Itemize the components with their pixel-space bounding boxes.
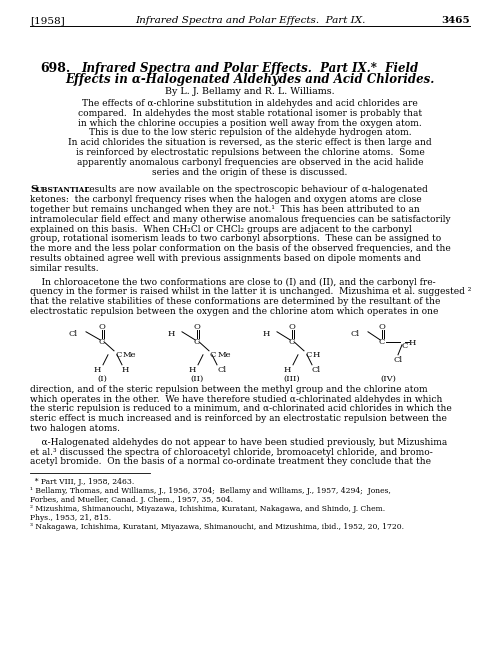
Text: O: O bbox=[194, 323, 200, 331]
Text: α-Halogenated aldehydes do not appear to have been studied previously, but Mizus: α-Halogenated aldehydes do not appear to… bbox=[30, 438, 448, 447]
Text: (II): (II) bbox=[190, 375, 203, 383]
Text: In chloroacetone the two conformations are close to (I) and (II), and the carbon: In chloroacetone the two conformations a… bbox=[30, 278, 436, 287]
Text: group, rotational isomerism leads to two carbonyl absorptions.  These can be ass: group, rotational isomerism leads to two… bbox=[30, 234, 442, 244]
Text: acetyl bromide.  On the basis of a normal co-ordinate treatment they conclude th: acetyl bromide. On the basis of a normal… bbox=[30, 457, 431, 466]
Text: Phys., 1953, 21, 815.: Phys., 1953, 21, 815. bbox=[30, 514, 111, 522]
Text: UBSTANTIAL: UBSTANTIAL bbox=[36, 186, 90, 194]
Text: S: S bbox=[30, 185, 38, 195]
Text: Me: Me bbox=[218, 351, 232, 359]
Text: Cl: Cl bbox=[217, 365, 226, 374]
Text: the more and the less polar conformation on the basis of the observed frequencie: the more and the less polar conformation… bbox=[30, 244, 451, 253]
Text: 3465: 3465 bbox=[442, 16, 470, 25]
Text: that the relative stabilities of these conformations are determined by the resul: that the relative stabilities of these c… bbox=[30, 297, 440, 306]
Text: H: H bbox=[188, 365, 196, 374]
Text: Forbes, and Mueller, Canad. J. Chem., 1957, 35, 504.: Forbes, and Mueller, Canad. J. Chem., 19… bbox=[30, 496, 233, 504]
Text: similar results.: similar results. bbox=[30, 264, 98, 272]
Text: This is due to the low steric repulsion of the aldehyde hydrogen atom.: This is due to the low steric repulsion … bbox=[88, 128, 411, 138]
Text: apparently anomalous carbonyl frequencies are observed in the acid halide: apparently anomalous carbonyl frequencie… bbox=[77, 158, 423, 167]
Text: H: H bbox=[168, 330, 175, 338]
Text: In acid chlorides the situation is reversed, as the steric effect is then large : In acid chlorides the situation is rever… bbox=[68, 138, 432, 147]
Text: C: C bbox=[305, 351, 312, 359]
Text: (I): (I) bbox=[97, 375, 107, 383]
Text: Cl: Cl bbox=[69, 330, 78, 338]
Text: H: H bbox=[122, 365, 130, 374]
Text: H: H bbox=[409, 339, 416, 346]
Text: Effects in α-Halogenated Aldehydes and Acid Chlorides.: Effects in α-Halogenated Aldehydes and A… bbox=[66, 73, 434, 86]
Text: ² Mizushima, Shimanouchi, Miyazawa, Ichishima, Kuratani, Nakagawa, and Shindo, J: ² Mizushima, Shimanouchi, Miyazawa, Ichi… bbox=[30, 505, 385, 514]
Text: 698.: 698. bbox=[40, 62, 70, 75]
Text: C: C bbox=[194, 338, 200, 346]
Text: Cl: Cl bbox=[351, 330, 360, 338]
Text: C: C bbox=[99, 338, 105, 346]
Text: The effects of α-chlorine substitution in aldehydes and acid chlorides are: The effects of α-chlorine substitution i… bbox=[82, 99, 418, 108]
Text: results are now available on the spectroscopic behaviour of α-halogenated: results are now available on the spectro… bbox=[82, 185, 428, 195]
Text: H: H bbox=[284, 365, 291, 374]
Text: [1958]: [1958] bbox=[30, 16, 65, 25]
Text: H: H bbox=[262, 330, 270, 338]
Text: Infrared Spectra and Polar Effects.  Part IX.*  Field: Infrared Spectra and Polar Effects. Part… bbox=[82, 62, 418, 75]
Text: which operates in the other.  We have therefore studied α-chlorinated aldehydes : which operates in the other. We have the… bbox=[30, 394, 442, 403]
Text: By L. J. Bеllamy and R. L. Williams.: By L. J. Bеllamy and R. L. Williams. bbox=[165, 87, 335, 96]
Text: Me: Me bbox=[123, 351, 136, 359]
Text: * Part VIII, J., 1958, 2463.: * Part VIII, J., 1958, 2463. bbox=[30, 478, 134, 486]
Text: in which the chlorine occupies a position well away from the oxygen atom.: in which the chlorine occupies a positio… bbox=[78, 119, 422, 128]
Text: C: C bbox=[115, 351, 121, 359]
Text: direction, and of the steric repulsion between the methyl group and the chlorine: direction, and of the steric repulsion b… bbox=[30, 384, 427, 394]
Text: explained on this basis.  When CH₂Cl or CHCl₂ groups are adjacent to the carbony: explained on this basis. When CH₂Cl or C… bbox=[30, 225, 412, 234]
Text: O: O bbox=[98, 323, 105, 331]
Text: et al.³ discussed the spectra of chloroacetyl chloride, bromoacetyl chloride, an: et al.³ discussed the spectra of chloroa… bbox=[30, 447, 433, 457]
Text: C: C bbox=[401, 342, 407, 350]
Text: electrostatic repulsion between the oxygen and the chlorine atom which operates : electrostatic repulsion between the oxyg… bbox=[30, 307, 438, 316]
Text: together but remains unchanged when they are not.¹  This has been attributed to : together but remains unchanged when they… bbox=[30, 205, 420, 214]
Text: two halogen atoms.: two halogen atoms. bbox=[30, 424, 120, 433]
Text: quency in the former is raised whilst in the latter it is unchanged.  Mizushima : quency in the former is raised whilst in… bbox=[30, 288, 472, 297]
Text: H: H bbox=[94, 365, 101, 374]
Text: is reinforced by electrostatic repulsions between the chlorine atoms.  Some: is reinforced by electrostatic repulsion… bbox=[76, 148, 424, 157]
Text: the steric repulsion is reduced to a minimum, and α-chlorinated acid chlorides i: the steric repulsion is reduced to a min… bbox=[30, 404, 452, 413]
Text: H: H bbox=[313, 351, 320, 359]
Text: (III): (III) bbox=[284, 375, 300, 383]
Text: C: C bbox=[210, 351, 216, 359]
Text: O: O bbox=[288, 323, 296, 331]
Text: compared.  In aldehydes the most stable rotational isomer is probably that: compared. In aldehydes the most stable r… bbox=[78, 109, 422, 118]
Text: Cl: Cl bbox=[312, 365, 321, 374]
Text: Infrared Spectra and Polar Effects.  Part IX.: Infrared Spectra and Polar Effects. Part… bbox=[135, 16, 365, 25]
Text: O: O bbox=[378, 323, 386, 331]
Text: intramolecular field effect and many otherwise anomalous frequencies can be sati: intramolecular field effect and many oth… bbox=[30, 215, 450, 224]
Text: ketones:  the carbonyl frequency rises when the halogen and oxygen atoms are clo: ketones: the carbonyl frequency rises wh… bbox=[30, 195, 421, 204]
Text: (IV): (IV) bbox=[380, 375, 396, 383]
Text: results obtained agree well with previous assignments based on dipole moments an: results obtained agree well with previou… bbox=[30, 254, 421, 263]
Text: ³ Nakagawa, Ichishima, Kuratani, Miyazawa, Shimanouchi, and Mizushima, ibid., 19: ³ Nakagawa, Ichishima, Kuratani, Miyazaw… bbox=[30, 523, 404, 531]
Text: Cl: Cl bbox=[394, 356, 403, 364]
Text: ¹ Bellamy, Thomas, and Williams, J., 1956, 3704;  Bellamy and Williams, J., 1957: ¹ Bellamy, Thomas, and Williams, J., 195… bbox=[30, 487, 391, 495]
Text: C: C bbox=[289, 338, 295, 346]
Text: C: C bbox=[379, 338, 385, 346]
Text: series and the origin of these is discussed.: series and the origin of these is discus… bbox=[152, 168, 348, 177]
Text: steric effect is much increased and is reinforced by an electrostatic repulsion : steric effect is much increased and is r… bbox=[30, 414, 447, 423]
